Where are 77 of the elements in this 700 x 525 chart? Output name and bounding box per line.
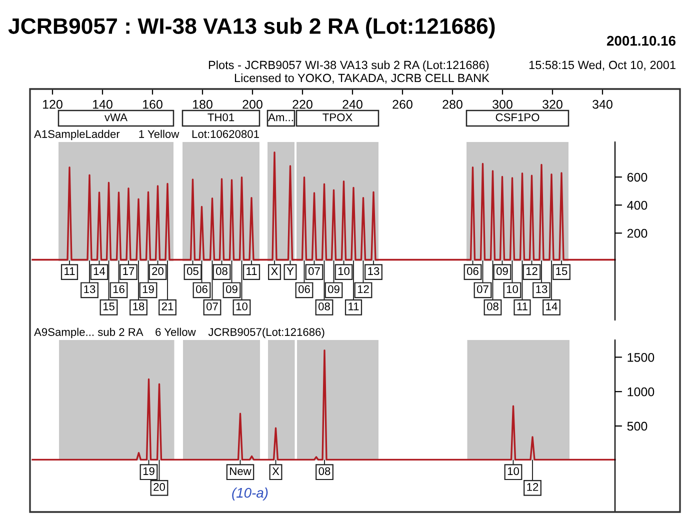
x-tick-label: 320 xyxy=(542,100,562,109)
y-tick-label: 1500 xyxy=(628,353,654,362)
annotation: 13 xyxy=(84,285,96,294)
x-tick-label: 140 xyxy=(93,100,112,109)
x-tick-label: 120 xyxy=(43,100,62,109)
x-tick-label: 220 xyxy=(292,100,312,109)
annotation: 19 xyxy=(143,467,154,476)
annotation: 05 xyxy=(187,267,198,276)
annotation: 21 xyxy=(162,302,174,310)
annotation: 11 xyxy=(348,302,359,310)
annotation: 14 xyxy=(546,302,558,310)
annotation: 10 xyxy=(506,285,518,294)
annotation: 15 xyxy=(556,267,568,276)
annotation: 12 xyxy=(527,483,538,491)
y-tick-label: 600 xyxy=(627,172,648,182)
x-tick-label: 280 xyxy=(442,100,462,109)
annotation: 06 xyxy=(196,285,208,294)
annotation: 20 xyxy=(154,483,165,491)
annotation: 06 xyxy=(467,267,478,276)
text: 15:58:15 Wed, Oct 10, 2001 xyxy=(529,60,676,71)
annotation: 07 xyxy=(308,267,320,276)
x-tick-label: 240 xyxy=(342,100,362,109)
annotation: X xyxy=(271,267,278,275)
annotation: 19 xyxy=(142,285,154,294)
annotation: 16 xyxy=(113,285,124,294)
annotation: 06 xyxy=(298,285,310,294)
annotation: 11 xyxy=(517,302,528,310)
y-tick-label: 400 xyxy=(627,200,648,210)
band-label: CSF1PO xyxy=(496,113,540,122)
annotation: 17 xyxy=(123,267,134,275)
annotation: 11 xyxy=(246,267,257,275)
annotation: Y xyxy=(286,267,294,275)
x-tick-label: 160 xyxy=(143,100,162,109)
line-series xyxy=(32,152,616,261)
band-label: TH01 xyxy=(208,113,234,122)
chart-subtitle: A1SampleLadder 1 Yellow Lot:10620801 xyxy=(34,130,259,140)
annotation: 12 xyxy=(358,285,369,294)
annotation: 10 xyxy=(236,302,248,310)
annotation: 12 xyxy=(526,267,538,275)
y-tick-label: 1000 xyxy=(628,387,654,396)
annotation: 08 xyxy=(318,467,330,476)
annotation: 09 xyxy=(226,285,238,294)
y-tick-label: 500 xyxy=(627,422,648,431)
x-tick-label: 180 xyxy=(193,100,212,109)
annotation: 08 xyxy=(216,267,228,276)
band-label: Am... xyxy=(268,113,293,122)
annotation: 11 xyxy=(64,267,75,275)
annotation: 15 xyxy=(103,302,114,310)
x-tick-label: 200 xyxy=(242,100,262,109)
text: Licensed to YOKO, TAKADA, JCRB CELL BANK xyxy=(234,74,490,84)
x-tick-label: 340 xyxy=(592,100,612,109)
band-label: vWA xyxy=(104,113,128,122)
annotation: 18 xyxy=(133,302,144,310)
annotation: 10 xyxy=(338,267,350,276)
band-label: TPOX xyxy=(322,113,352,122)
annotation: 09 xyxy=(328,285,340,294)
annotation: 10 xyxy=(508,467,519,476)
annotation: 13 xyxy=(368,267,380,276)
annotation: 07 xyxy=(477,285,488,294)
y-tick-label: 200 xyxy=(627,228,648,238)
chart-subtitle: A9Sample... sub 2 RA 6 Yellow JCRB9057(Lot:121686) xyxy=(34,328,324,338)
annotation: 08 xyxy=(318,302,330,310)
x-tick-label: 260 xyxy=(392,100,412,109)
annotation: New xyxy=(230,467,252,476)
text: 2001.10.16 xyxy=(606,36,676,46)
annotation: 07 xyxy=(206,302,218,310)
annotation: 20 xyxy=(152,267,164,276)
x-tick-label: 300 xyxy=(492,100,512,109)
annotation: 14 xyxy=(94,267,106,275)
line-series xyxy=(32,349,616,461)
annotation: (10-a) xyxy=(232,488,268,500)
annotation: 08 xyxy=(487,302,498,310)
annotation: X xyxy=(272,467,280,475)
chart-title: JCRB9057 : WI-38 VA13 sub 2 RA (Lot:121686) xyxy=(8,18,495,38)
annotation: 13 xyxy=(536,285,548,294)
text: Plots - JCRB9057 WI-38 VA13 sub 2 RA (Lot:121686) xyxy=(208,60,489,72)
annotation: 09 xyxy=(496,267,508,276)
